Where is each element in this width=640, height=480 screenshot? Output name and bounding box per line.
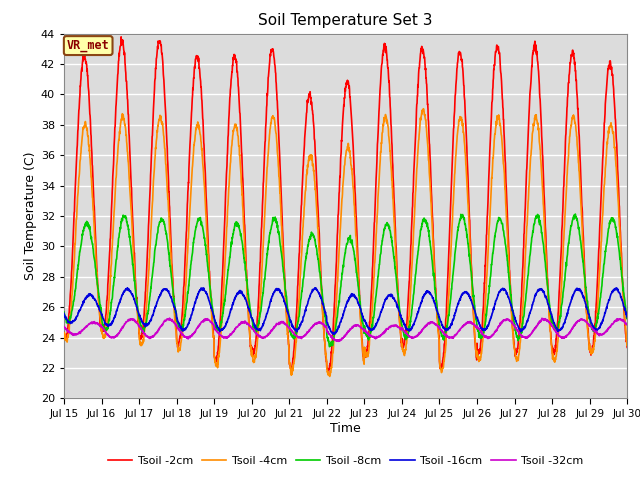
Tsoil -2cm: [117, 34, 125, 40]
Legend: Tsoil -2cm, Tsoil -4cm, Tsoil -8cm, Tsoil -16cm, Tsoil -32cm: Tsoil -2cm, Tsoil -4cm, Tsoil -8cm, Tsoi…: [103, 451, 588, 470]
Tsoil -4cm: [410, 223, 418, 229]
Tsoil -2cm: [513, 346, 521, 351]
Tsoil -8cm: [326, 344, 333, 349]
Tsoil -4cm: [419, 106, 427, 111]
Tsoil -8cm: [410, 290, 418, 296]
Line: Tsoil -16cm: Tsoil -16cm: [64, 288, 627, 334]
Tsoil -4cm: [165, 210, 173, 216]
Tsoil -8cm: [623, 316, 631, 322]
Tsoil -16cm: [330, 331, 338, 337]
Tsoil -32cm: [410, 335, 418, 341]
Tsoil -4cm: [599, 209, 607, 215]
Tsoil -32cm: [60, 324, 68, 329]
Tsoil -8cm: [572, 211, 579, 217]
Text: VR_met: VR_met: [67, 39, 109, 52]
Tsoil -16cm: [513, 321, 521, 327]
X-axis label: Time: Time: [330, 421, 361, 434]
Tsoil -2cm: [410, 160, 418, 166]
Tsoil -16cm: [165, 290, 173, 296]
Tsoil -2cm: [214, 351, 221, 357]
Tsoil -4cm: [351, 219, 359, 225]
Tsoil -32cm: [165, 317, 173, 323]
Tsoil -8cm: [351, 258, 359, 264]
Tsoil -8cm: [165, 252, 173, 257]
Tsoil -2cm: [351, 199, 359, 204]
Tsoil -32cm: [513, 327, 521, 333]
Tsoil -2cm: [165, 189, 173, 195]
Tsoil -8cm: [214, 327, 221, 333]
Tsoil -4cm: [60, 330, 68, 336]
Tsoil -8cm: [513, 334, 521, 339]
Tsoil -16cm: [60, 311, 68, 316]
Line: Tsoil -4cm: Tsoil -4cm: [64, 108, 627, 376]
Tsoil -2cm: [60, 330, 68, 336]
Line: Tsoil -32cm: Tsoil -32cm: [64, 318, 627, 341]
Tsoil -32cm: [538, 315, 546, 321]
Line: Tsoil -2cm: Tsoil -2cm: [64, 37, 627, 373]
Tsoil -8cm: [60, 309, 68, 315]
Tsoil -4cm: [513, 356, 521, 361]
Tsoil -32cm: [335, 338, 342, 344]
Line: Tsoil -8cm: Tsoil -8cm: [64, 214, 627, 347]
Tsoil -16cm: [410, 320, 418, 325]
Title: Soil Temperature Set 3: Soil Temperature Set 3: [259, 13, 433, 28]
Tsoil -16cm: [623, 314, 631, 320]
Tsoil -16cm: [214, 324, 221, 330]
Tsoil -32cm: [623, 322, 631, 327]
Tsoil -2cm: [599, 153, 607, 159]
Tsoil -16cm: [311, 285, 319, 291]
Tsoil -4cm: [214, 365, 221, 371]
Tsoil -16cm: [599, 318, 607, 324]
Tsoil -32cm: [351, 323, 359, 328]
Tsoil -4cm: [623, 341, 631, 347]
Tsoil -32cm: [214, 330, 221, 336]
Y-axis label: Soil Temperature (C): Soil Temperature (C): [24, 152, 36, 280]
Tsoil -8cm: [599, 271, 607, 276]
Tsoil -4cm: [326, 373, 333, 379]
Tsoil -16cm: [351, 294, 359, 300]
Tsoil -32cm: [599, 331, 607, 337]
Tsoil -2cm: [623, 345, 631, 350]
Tsoil -2cm: [324, 370, 332, 376]
